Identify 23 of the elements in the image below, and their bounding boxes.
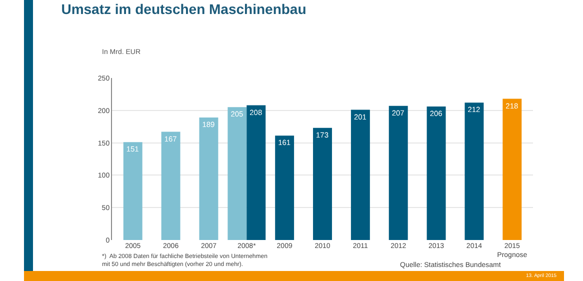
bar xyxy=(199,118,218,240)
bar xyxy=(426,106,446,240)
bar xyxy=(388,106,408,240)
data-label: 201 xyxy=(354,112,366,122)
data-label: 151 xyxy=(126,144,139,154)
data-label: 173 xyxy=(316,130,328,140)
data-label: 161 xyxy=(278,138,291,148)
bar xyxy=(123,142,142,240)
data-label: 206 xyxy=(430,109,442,118)
bar xyxy=(502,98,522,240)
data-label: 167 xyxy=(164,134,177,144)
data-label: 205 xyxy=(230,110,244,119)
bar xyxy=(275,136,294,240)
bar xyxy=(464,102,484,240)
bar xyxy=(313,128,332,240)
data-label: 218 xyxy=(506,101,518,110)
data-label: 189 xyxy=(202,120,215,130)
bar xyxy=(350,110,370,240)
data-label: 208 xyxy=(250,108,262,117)
chart-title: Umsatz im deutschen Maschinenbau xyxy=(61,1,306,18)
data-label: 207 xyxy=(392,108,404,118)
bar xyxy=(161,132,180,240)
data-label: 212 xyxy=(468,105,480,114)
